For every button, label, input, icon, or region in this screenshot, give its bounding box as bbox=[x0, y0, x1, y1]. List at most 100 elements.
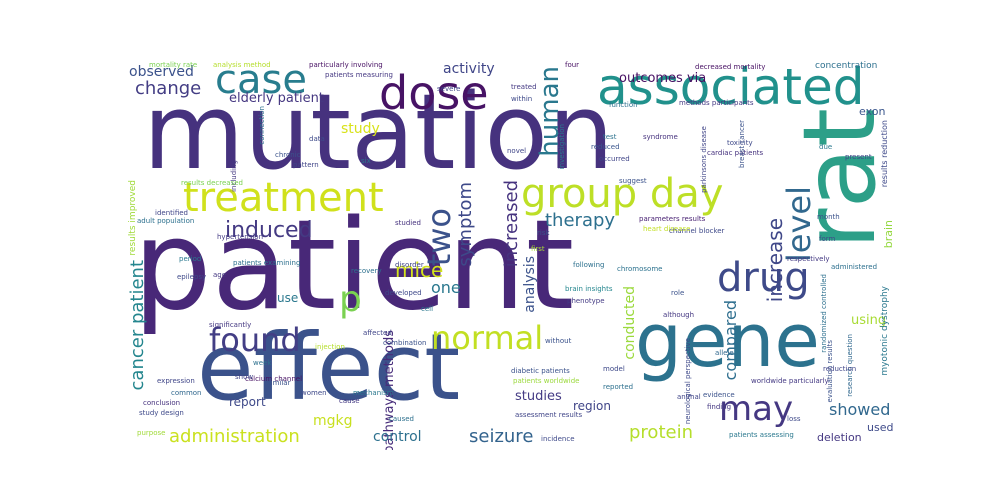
word: animal bbox=[677, 393, 701, 401]
word: age bbox=[213, 271, 227, 279]
word: role bbox=[671, 289, 685, 297]
word: respectively bbox=[787, 255, 830, 263]
word: including bbox=[230, 160, 238, 192]
word: p bbox=[339, 279, 362, 320]
word: concentration bbox=[815, 61, 878, 71]
word: loss bbox=[787, 415, 801, 423]
word: epilepsy bbox=[177, 273, 207, 281]
word: use bbox=[277, 291, 299, 305]
word: therapy bbox=[545, 210, 616, 231]
word: showed bbox=[829, 400, 891, 419]
word: results reduction bbox=[880, 120, 889, 188]
word: cancer patient bbox=[127, 260, 148, 391]
word: injection bbox=[315, 343, 345, 351]
word: model bbox=[603, 365, 625, 373]
word: disorder bbox=[395, 261, 424, 269]
word: due bbox=[819, 143, 833, 151]
word: reduction bbox=[823, 365, 857, 373]
word: conclusion bbox=[143, 399, 181, 407]
word: mechanism bbox=[353, 389, 394, 397]
word: exon bbox=[859, 105, 886, 118]
word: breast cancer bbox=[738, 120, 746, 168]
word: conducted bbox=[622, 286, 638, 360]
word: associated bbox=[597, 60, 865, 116]
word: methods participants bbox=[679, 99, 754, 107]
word: using bbox=[851, 313, 887, 328]
word: affected bbox=[363, 329, 392, 337]
word: seizure bbox=[469, 426, 534, 447]
word: studied bbox=[395, 219, 421, 227]
word: similar bbox=[267, 379, 291, 387]
word: compared bbox=[721, 300, 740, 381]
word: novel bbox=[507, 147, 527, 155]
word: change bbox=[135, 78, 202, 99]
word: mortality rate bbox=[149, 61, 198, 69]
word: risk bbox=[537, 229, 550, 237]
word: increased bbox=[501, 180, 522, 268]
word: parameters results bbox=[639, 215, 706, 223]
word: one bbox=[431, 278, 461, 297]
word: combination bbox=[383, 339, 427, 347]
word: effect bbox=[197, 314, 461, 421]
word: patients assessing bbox=[729, 431, 794, 439]
word: caused bbox=[389, 415, 414, 423]
word: expression bbox=[157, 377, 195, 385]
word: symptom bbox=[455, 182, 476, 267]
word: function bbox=[609, 101, 638, 109]
word: results decreased bbox=[181, 179, 243, 187]
word: within bbox=[511, 95, 533, 103]
word: control bbox=[373, 429, 422, 445]
word: increase bbox=[763, 218, 787, 303]
word: cause bbox=[339, 397, 360, 405]
word: evidence bbox=[703, 391, 735, 399]
word: following bbox=[573, 261, 605, 269]
word: protein bbox=[629, 422, 693, 443]
word: deletion bbox=[817, 431, 862, 444]
word: reported bbox=[603, 383, 634, 391]
word: common bbox=[171, 389, 202, 397]
word: significantly bbox=[209, 321, 252, 329]
word: chromosome bbox=[617, 265, 663, 273]
word: may bbox=[719, 389, 794, 429]
word: drug bbox=[717, 255, 810, 301]
word: used bbox=[867, 421, 894, 434]
word: cardiac patients bbox=[707, 149, 764, 157]
word: hypertension bbox=[217, 233, 264, 241]
word: incidence bbox=[541, 435, 575, 443]
word: data bbox=[309, 135, 325, 143]
word: study design bbox=[139, 409, 184, 417]
word: neurological perspective bbox=[684, 338, 692, 425]
word: show bbox=[235, 373, 254, 381]
word: four bbox=[565, 61, 580, 69]
word: pattern bbox=[293, 161, 319, 169]
word: channel blocker bbox=[669, 227, 725, 235]
word: suggest bbox=[619, 177, 647, 185]
word: brain insights bbox=[565, 285, 613, 293]
word: first bbox=[531, 245, 545, 253]
word: studies bbox=[515, 389, 562, 404]
word: adult population bbox=[137, 217, 195, 225]
word: developed bbox=[385, 289, 422, 297]
word: severe bbox=[437, 85, 461, 93]
word: activity bbox=[443, 61, 495, 77]
word: present bbox=[845, 153, 872, 161]
word: six bbox=[361, 157, 371, 165]
word: cell bbox=[421, 305, 434, 313]
word: treated bbox=[511, 83, 537, 91]
word: particularly involving bbox=[309, 61, 383, 69]
word: without bbox=[545, 337, 572, 345]
word: worldwide particularly bbox=[751, 377, 829, 385]
word: outcomes via bbox=[619, 71, 707, 86]
word: mutation bbox=[143, 71, 614, 193]
word: reduced bbox=[591, 143, 620, 151]
word: syndrome bbox=[643, 133, 678, 141]
word: assessment results bbox=[515, 411, 583, 419]
word: dose bbox=[379, 66, 489, 120]
word: patients worldwide bbox=[513, 377, 580, 385]
word-cloud: mutation patient effect rat gene associa… bbox=[125, 60, 900, 450]
word: administration bbox=[169, 426, 300, 447]
word: case bbox=[215, 60, 307, 103]
word: form bbox=[819, 235, 836, 243]
word: decreased mortality bbox=[695, 63, 766, 71]
word: study bbox=[341, 121, 380, 137]
